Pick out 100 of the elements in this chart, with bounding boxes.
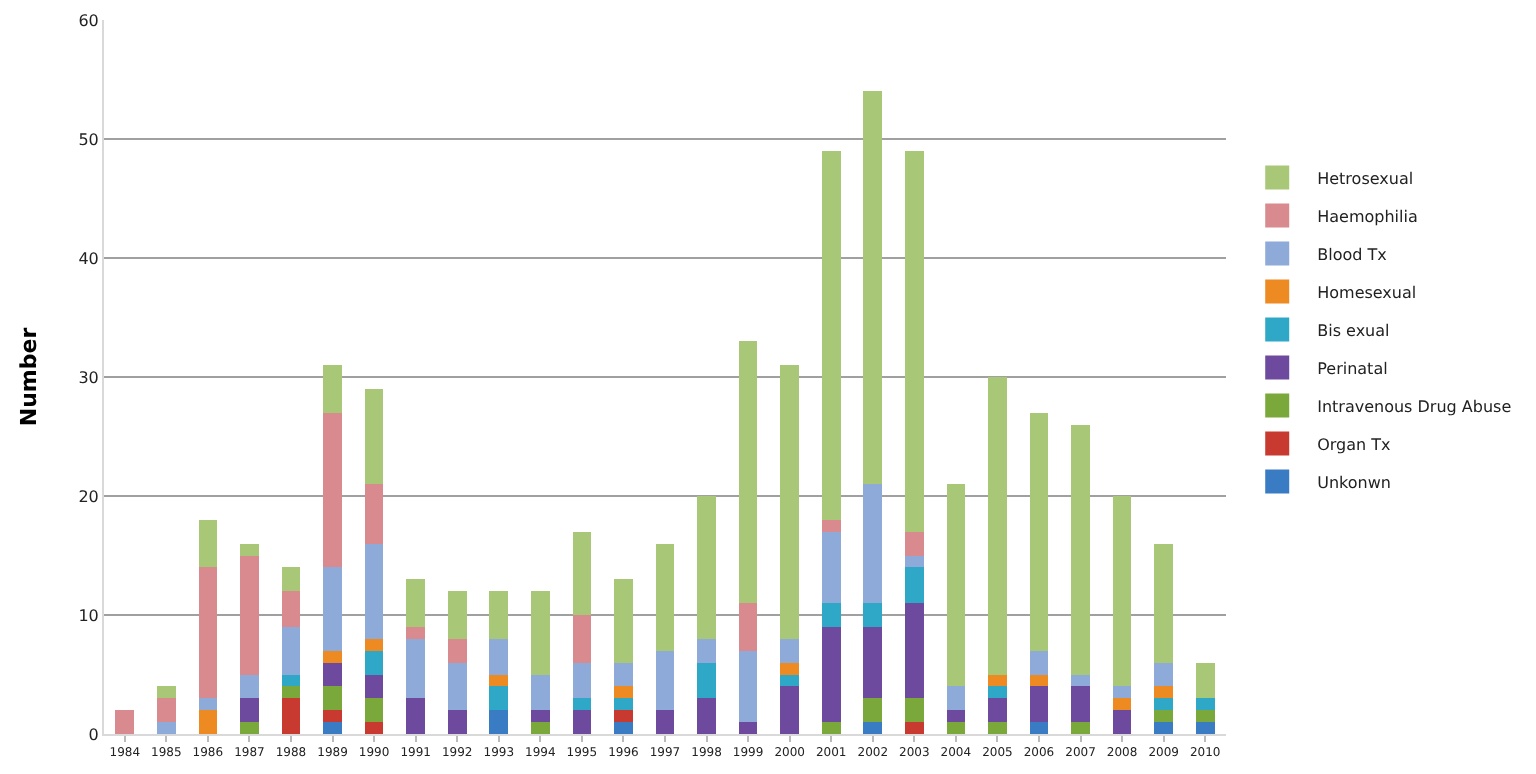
bar	[1112, 710, 1132, 734]
bar	[821, 603, 841, 627]
bar	[904, 567, 924, 604]
bar	[1029, 650, 1049, 675]
bar	[1071, 722, 1090, 734]
y-tick-label: 40	[78, 249, 99, 268]
bar	[904, 722, 924, 734]
bar	[1154, 722, 1174, 734]
bar	[946, 484, 966, 687]
y-tick-label: 10	[78, 606, 99, 625]
bar	[364, 674, 384, 699]
bar	[240, 543, 259, 556]
bar	[655, 543, 675, 651]
bar	[780, 686, 800, 734]
bar	[904, 555, 924, 568]
bar	[863, 722, 883, 734]
bar	[697, 662, 716, 699]
bar	[115, 710, 135, 734]
bar	[156, 722, 176, 734]
bar	[655, 650, 675, 711]
legend-label: Unkonwn	[1317, 473, 1391, 492]
bar	[863, 626, 883, 699]
bar	[1195, 698, 1215, 711]
bar	[364, 698, 384, 723]
bar	[614, 662, 633, 687]
bar	[198, 567, 218, 699]
bar	[1154, 662, 1174, 687]
bar	[821, 519, 841, 532]
bar	[1029, 686, 1049, 723]
bar	[697, 638, 716, 663]
bar	[1112, 686, 1132, 699]
bar	[364, 543, 384, 639]
bar	[572, 615, 592, 663]
bar	[821, 531, 841, 604]
bar	[697, 496, 716, 639]
bar	[614, 698, 633, 711]
bar	[697, 698, 716, 734]
y-tick-label: 60	[78, 11, 99, 30]
bar	[1154, 710, 1174, 723]
bar	[614, 686, 633, 699]
bar	[156, 698, 176, 723]
y-axis-title: Number	[15, 326, 42, 427]
bar	[988, 377, 1007, 675]
bar	[1071, 424, 1090, 675]
bar	[240, 698, 259, 723]
bar	[572, 710, 592, 734]
bar	[406, 698, 426, 734]
y-tick-label: 20	[78, 487, 99, 506]
bar	[323, 365, 342, 413]
y-tick-label: 0	[88, 725, 99, 744]
bar	[406, 638, 426, 699]
bar	[1029, 722, 1049, 734]
bar	[323, 662, 342, 687]
bar	[323, 722, 342, 734]
bar	[364, 722, 384, 734]
bar	[1195, 722, 1215, 734]
bar	[198, 710, 218, 734]
bar	[738, 650, 758, 723]
bar	[1071, 674, 1090, 687]
legend-label: Perinatal	[1317, 359, 1388, 378]
bar	[988, 698, 1007, 723]
bar	[946, 722, 966, 734]
bar	[406, 579, 426, 627]
bar	[364, 638, 384, 651]
y-tick-label: 50	[78, 130, 99, 149]
bar	[530, 710, 550, 723]
bar	[281, 567, 301, 592]
bar	[281, 626, 301, 675]
bar	[572, 698, 592, 711]
bar	[447, 591, 467, 639]
bar	[323, 567, 342, 651]
bar	[863, 603, 883, 627]
bar	[738, 603, 758, 651]
bar	[530, 591, 550, 675]
bar	[530, 674, 550, 711]
bar	[614, 579, 633, 663]
bar	[1112, 698, 1132, 711]
bar	[489, 674, 509, 687]
y-tick-label: 30	[78, 368, 99, 387]
bar	[821, 626, 841, 723]
bar	[614, 710, 633, 723]
bar	[904, 603, 924, 699]
bar	[364, 388, 384, 485]
bar	[281, 686, 301, 699]
bar	[614, 722, 633, 734]
legend-label: Hetrosexual	[1317, 169, 1414, 188]
bar	[904, 150, 924, 532]
bar	[489, 686, 509, 711]
bar	[156, 686, 176, 699]
bar	[323, 650, 342, 663]
bar	[447, 638, 467, 663]
bar	[738, 722, 758, 734]
legend-label: Intravenous Drug Abuse	[1317, 397, 1512, 416]
bar	[780, 674, 800, 687]
legend-label: Organ Tx	[1317, 435, 1392, 454]
bar	[780, 662, 800, 675]
bar	[946, 710, 966, 723]
bar	[489, 638, 509, 675]
bar	[988, 686, 1007, 699]
bar	[364, 650, 384, 675]
